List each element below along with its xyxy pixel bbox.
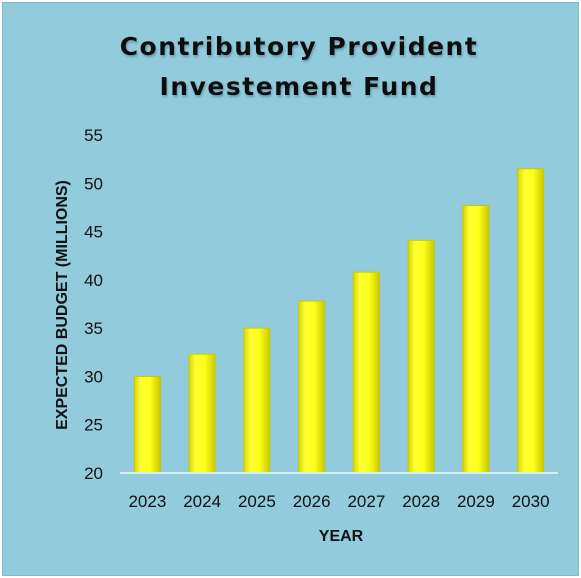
y-tick-label: 45: [84, 223, 103, 242]
chart-title-line-2: Investement Fund: [160, 72, 439, 101]
x-tick-label: 2025: [238, 492, 276, 511]
bars: [133, 168, 545, 474]
x-tick-label: 2027: [347, 492, 385, 511]
bar-2023: [133, 375, 161, 474]
y-tick-label: 20: [84, 464, 103, 483]
y-tick-label: 35: [84, 319, 103, 338]
y-tick-label: 55: [84, 126, 103, 145]
bar-2028: [407, 239, 435, 474]
x-axis-ticks: 2023 2024 2025 2026 2027 2028 2029 2030: [128, 492, 549, 511]
x-tick-label: 2024: [183, 492, 221, 511]
y-tick-label: 40: [84, 271, 103, 290]
x-axis-title: YEAR: [319, 528, 364, 545]
bar-2027: [352, 271, 380, 474]
bar-2026: [298, 300, 326, 474]
x-tick-label: 2026: [293, 492, 331, 511]
y-tick-label: 30: [84, 367, 103, 386]
y-tick-label: 25: [84, 416, 103, 435]
x-tick-label: 2030: [512, 492, 550, 511]
bar-2024: [188, 353, 216, 474]
bar-2029: [462, 204, 490, 474]
chart-title-line-1: Contributory Provident: [120, 32, 479, 61]
x-tick-label: 2023: [128, 492, 166, 511]
x-tick-label: 2029: [457, 492, 495, 511]
y-axis-ticks: 20 25 30 35 40 45 50 55: [84, 126, 103, 483]
y-tick-label: 50: [84, 174, 103, 193]
bar-2030: [517, 168, 545, 474]
y-axis-title: EXPECTED BUDGET (MILLIONS): [54, 180, 71, 430]
bar-2025: [243, 327, 271, 474]
x-tick-label: 2028: [402, 492, 440, 511]
